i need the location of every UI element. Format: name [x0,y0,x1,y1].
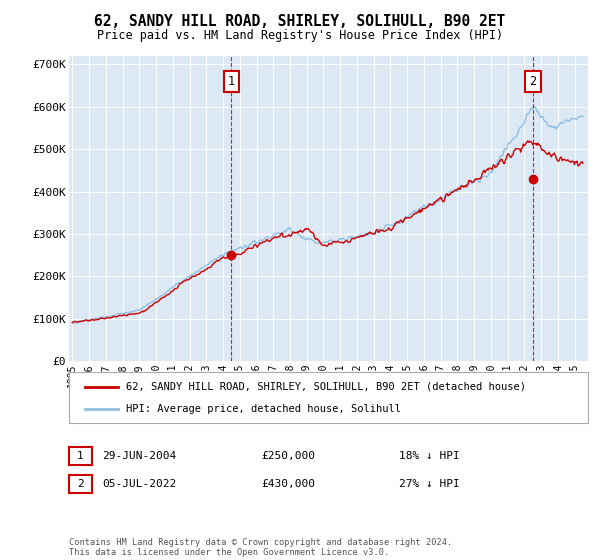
Text: 18% ↓ HPI: 18% ↓ HPI [399,451,460,461]
Text: 62, SANDY HILL ROAD, SHIRLEY, SOLIHULL, B90 2ET (detached house): 62, SANDY HILL ROAD, SHIRLEY, SOLIHULL, … [126,381,526,391]
Text: Contains HM Land Registry data © Crown copyright and database right 2024.
This d: Contains HM Land Registry data © Crown c… [69,538,452,557]
Text: 2: 2 [529,75,536,88]
Text: 27% ↓ HPI: 27% ↓ HPI [399,479,460,489]
Text: £250,000: £250,000 [261,451,315,461]
Text: £430,000: £430,000 [261,479,315,489]
Text: 1: 1 [77,451,84,461]
Text: 05-JUL-2022: 05-JUL-2022 [102,479,176,489]
Text: 29-JUN-2004: 29-JUN-2004 [102,451,176,461]
Text: HPI: Average price, detached house, Solihull: HPI: Average price, detached house, Soli… [126,404,401,414]
Text: Price paid vs. HM Land Registry's House Price Index (HPI): Price paid vs. HM Land Registry's House … [97,29,503,42]
Text: 62, SANDY HILL ROAD, SHIRLEY, SOLIHULL, B90 2ET: 62, SANDY HILL ROAD, SHIRLEY, SOLIHULL, … [94,14,506,29]
Text: 2: 2 [77,479,84,489]
Text: 1: 1 [227,75,235,88]
